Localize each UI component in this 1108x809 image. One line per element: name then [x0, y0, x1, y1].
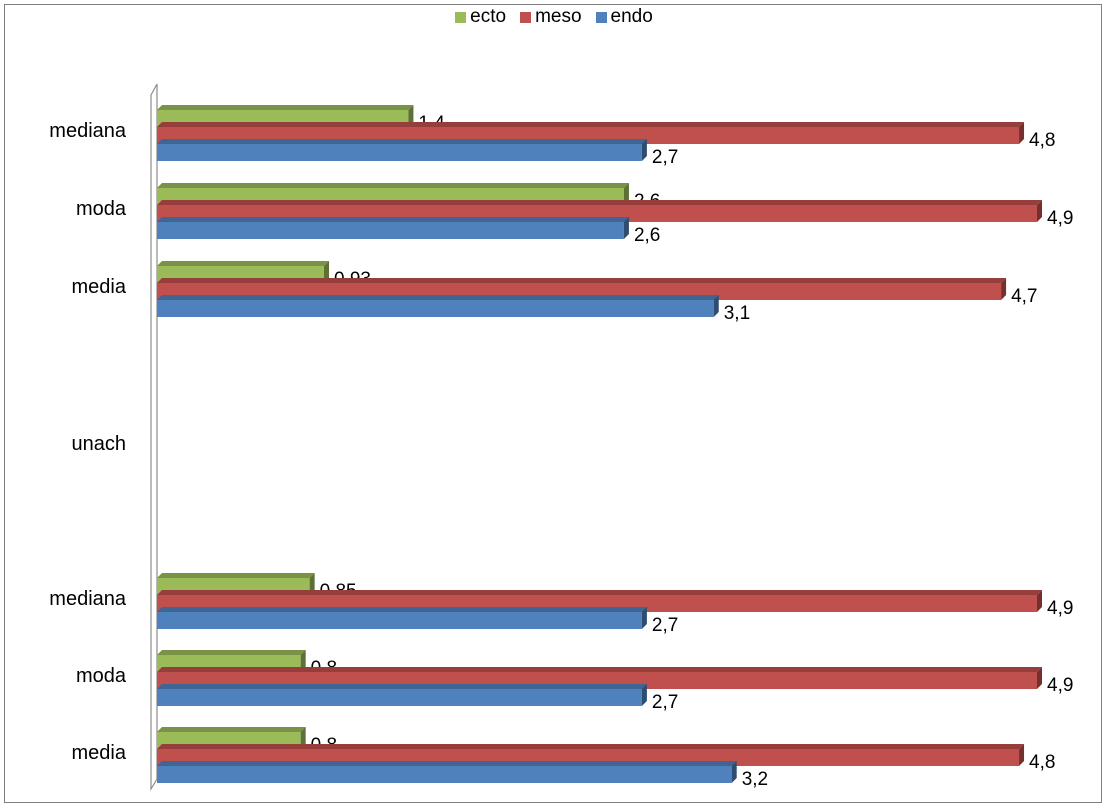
- bar-end-ecto: [300, 650, 306, 672]
- bar-end-meso: [1037, 590, 1042, 612]
- legend-swatch: [455, 11, 467, 23]
- bar-top-meso: [157, 744, 1025, 749]
- legend-label: ecto: [470, 6, 507, 27]
- bar-end-meso: [1037, 667, 1042, 689]
- legend-item-ecto: ecto: [455, 6, 506, 28]
- bar-top-endo: [157, 761, 737, 766]
- bar-end-meso: [1001, 278, 1007, 300]
- bar-top-ecto: [157, 727, 306, 732]
- bar-top-endo: [157, 684, 647, 689]
- legend-item-endo: endo: [595, 6, 653, 28]
- bar-end-meso: [1037, 200, 1042, 222]
- bar-end-endo: [731, 761, 737, 783]
- bar-endo: [157, 766, 732, 783]
- legend-swatch: [595, 11, 607, 23]
- axis-wall: [150, 83, 158, 792]
- data-label-meso: 4,8: [1029, 752, 1055, 773]
- bar-end-ecto: [300, 727, 306, 749]
- category-label: mediana: [49, 588, 127, 610]
- data-label-endo: 2,6: [634, 225, 660, 246]
- data-label-endo: 2,7: [652, 615, 678, 636]
- bar-end-endo: [623, 217, 629, 239]
- legend-label: meso: [535, 6, 582, 27]
- data-label-meso: 4,7: [1011, 286, 1037, 307]
- legend-item-meso: meso: [520, 6, 582, 28]
- data-label-meso: 4,8: [1029, 130, 1055, 151]
- category-label: moda: [76, 665, 127, 687]
- bar-top-endo: [157, 217, 629, 222]
- bar-end-endo: [641, 139, 647, 161]
- data-label-meso: 4,9: [1047, 208, 1073, 229]
- bar-end-ecto: [623, 183, 629, 205]
- bar-endo: [157, 300, 714, 317]
- bar-top-endo: [157, 295, 719, 300]
- bar-top-ecto: [157, 650, 306, 655]
- data-label-meso: 4,9: [1047, 598, 1073, 619]
- data-label-endo: 2,7: [652, 692, 678, 713]
- bar-end-endo: [713, 295, 719, 317]
- bar-end-endo: [641, 607, 647, 629]
- bar-top-meso: [157, 590, 1042, 595]
- bar-end-ecto: [309, 573, 315, 595]
- legend-swatch: [520, 11, 532, 23]
- data-label-meso: 4,9: [1047, 675, 1073, 696]
- bar-top-endo: [157, 607, 647, 612]
- bar-top-meso: [157, 667, 1042, 672]
- bar-top-ecto: [157, 105, 414, 110]
- bar-end-ecto: [408, 105, 414, 127]
- category-label: media: [72, 276, 127, 298]
- bar-top-meso: [157, 122, 1025, 127]
- data-label-endo: 2,7: [652, 147, 678, 168]
- bar-end-meso: [1019, 122, 1025, 144]
- bar-endo: [157, 612, 642, 629]
- legend: ecto meso endo: [0, 6, 1108, 28]
- bar-end-meso: [1019, 744, 1025, 766]
- bar-endo: [157, 689, 642, 706]
- bar-top-ecto: [157, 183, 629, 188]
- data-label-endo: 3,2: [742, 769, 768, 790]
- category-label: unach: [72, 433, 127, 455]
- bar-top-ecto: [157, 261, 330, 266]
- bar-top-ecto: [157, 573, 315, 578]
- category-label: media: [72, 742, 127, 764]
- bar-end-endo: [641, 684, 647, 706]
- bar-top-endo: [157, 139, 647, 144]
- category-label: mediana: [49, 120, 127, 142]
- bar-end-ecto: [324, 261, 330, 283]
- bar-top-meso: [157, 200, 1042, 205]
- data-label-endo: 3,1: [724, 303, 750, 324]
- bar-top-meso: [157, 278, 1007, 283]
- category-label: moda: [76, 198, 127, 220]
- bar-endo: [157, 222, 624, 239]
- bar-endo: [157, 144, 642, 161]
- legend-label: endo: [610, 6, 653, 27]
